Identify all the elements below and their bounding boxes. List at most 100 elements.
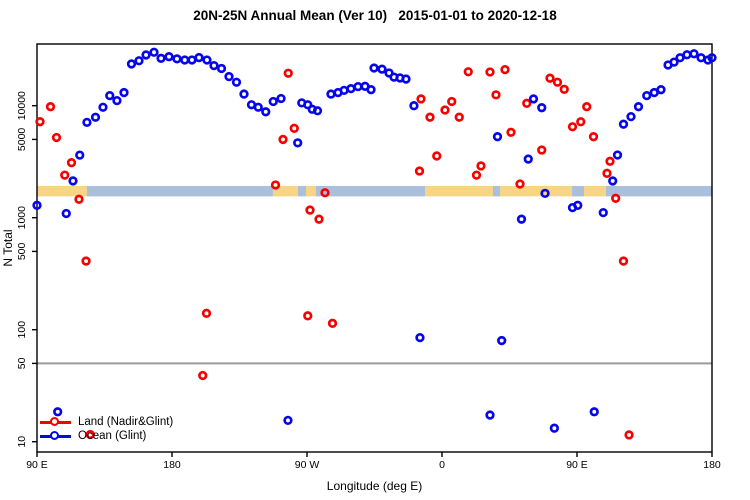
data-point-ocean [224,71,234,82]
data-point-ocean [156,53,166,63]
data-point-ocean [283,415,293,426]
data-point-ocean [312,106,323,116]
data-point-ocean [90,112,101,122]
data-point-ocean [415,332,425,343]
data-point-ocean [366,85,376,95]
data-point-ocean [401,74,411,84]
surface-band-segment-ocean [298,185,306,197]
data-point-land [51,132,62,143]
data-point-land [545,73,555,83]
data-point-land [454,112,464,122]
data-point-ocean [409,101,419,111]
y-tick-label: 10000 [16,91,28,120]
data-point-ocean [119,87,129,98]
data-point-land [618,256,629,266]
data-point-ocean [239,89,249,99]
data-point-land [289,123,299,133]
data-point-land [74,194,84,204]
data-point-land [515,179,525,189]
data-point-land [463,67,473,77]
data-point-land [60,170,70,180]
data-point-land [552,77,563,87]
data-point-ocean [180,55,190,65]
data-point-ocean [633,102,644,112]
data-point-land [624,430,634,440]
data-point-land [416,94,426,104]
data-point-ocean [485,410,495,420]
data-point-land [278,134,288,145]
data-point-ocean [682,50,692,60]
x-tick-label: 0 [439,459,445,471]
data-point-land [522,98,532,108]
data-point-ocean [61,208,71,219]
data-point-ocean [707,53,717,63]
data-point-ocean [112,95,122,106]
data-point-ocean [209,60,219,71]
surface-band-segment-land [37,185,87,197]
data-point-land [283,68,293,78]
data-point-land [85,429,95,440]
data-point-ocean [549,423,559,433]
x-tick-label: 180 [703,459,721,471]
y-tick-label: 100 [16,321,28,339]
data-point-ocean [276,93,286,104]
data-point-ocean [261,107,271,117]
plot-box [36,43,713,453]
x-tick-label: 180 [163,459,181,471]
surface-band-segment-ocean [493,185,501,197]
legend-label-land: Land (Nadir&Glint) [78,416,174,428]
x-tick-label: 90 E [566,459,588,471]
data-point-land [491,90,501,100]
land-legend-circle-icon [50,417,59,426]
data-point-land [588,132,599,142]
legend-item-ocean: Ocean (Glint) [40,429,173,443]
surface-band-segment-ocean [86,185,273,197]
data-point-land [303,311,313,321]
data-point-land [476,161,486,171]
data-point-ocean [231,77,242,87]
data-point-ocean [573,200,583,210]
y-tick-label: 10 [16,436,28,448]
data-point-land [485,67,495,77]
data-point-ocean [268,96,278,107]
legend-item-land: Land (Nadir&Glint) [40,415,173,429]
data-point-ocean [523,154,533,164]
surface-band-segment-ocean [316,185,426,197]
data-point-ocean [528,94,539,104]
data-point-land [559,84,569,94]
data-point-land [537,145,547,155]
data-point-ocean [53,407,63,417]
x-axis-title: Longitude (deg E) [327,479,422,493]
data-point-land [270,180,281,190]
data-point-ocean [134,56,144,66]
data-point-land [605,156,615,166]
data-point-ocean [675,53,685,63]
surface-band-segment-ocean [605,185,712,197]
data-point-land [314,214,324,224]
data-point-ocean [589,407,599,417]
data-point-land [327,318,338,328]
y-tick-label: 500 [16,243,28,261]
surface-band-segment-land [305,185,316,197]
data-point-ocean [377,64,387,74]
data-point-ocean [126,59,137,69]
data-point-ocean [303,100,313,110]
data-point-ocean [326,89,336,99]
data-point-land [432,151,442,161]
data-point-ocean [172,54,182,64]
x-tick-label: 90 W [295,459,320,471]
data-point-ocean [216,63,227,74]
x-tick-label: 90 E [26,459,48,471]
data-point-ocean [293,138,303,148]
data-point-ocean [187,55,197,65]
data-point-ocean [608,176,618,186]
data-point-land [576,117,586,127]
data-point-land [320,188,330,198]
surface-band-segment-ocean [572,185,585,197]
data-point-land [440,105,450,115]
data-point-land [414,166,425,176]
data-point-ocean [492,132,503,142]
data-point-land [66,158,77,168]
surface-band-segment-land [584,185,606,197]
data-point-ocean [346,83,356,94]
